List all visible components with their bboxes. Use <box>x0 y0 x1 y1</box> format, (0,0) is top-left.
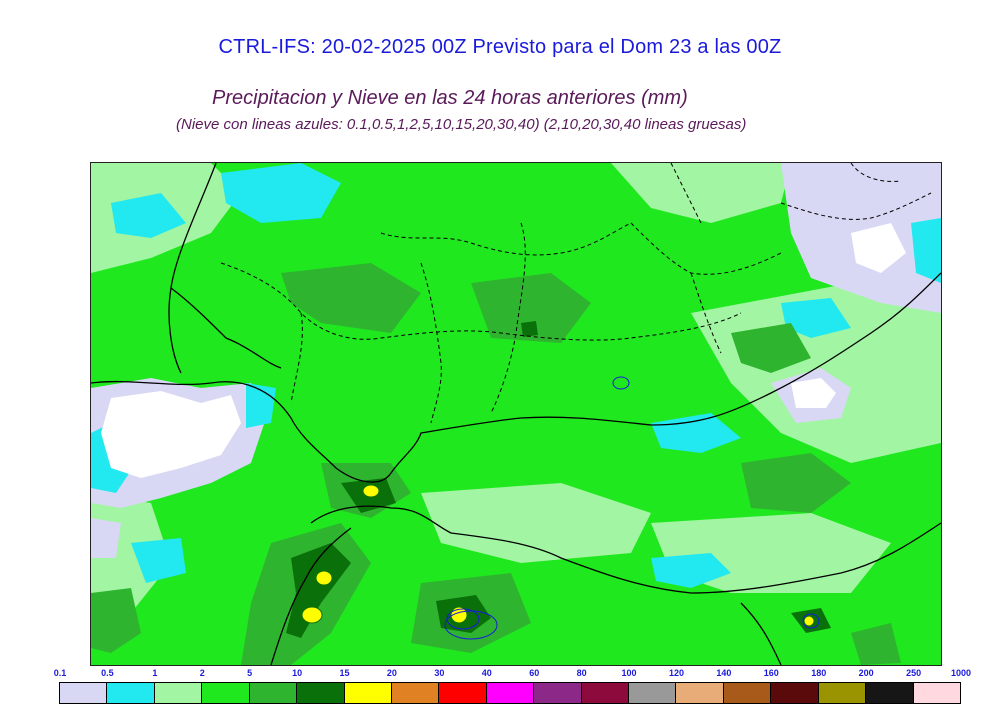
legend-swatch <box>343 682 392 704</box>
legend-swatch <box>153 682 203 704</box>
legend-tick-label: 180 <box>811 668 827 678</box>
very-heavy-areas <box>301 484 815 627</box>
legend-swatch <box>296 682 345 704</box>
legend-tick-label: 200 <box>858 668 874 678</box>
legend-swatch <box>628 682 677 704</box>
precipitation-map <box>90 162 942 666</box>
legend-tick-label: 120 <box>668 668 684 678</box>
legend-swatch <box>390 682 440 704</box>
legend-tick-label: 100 <box>621 668 637 678</box>
legend-tick-label: 250 <box>906 668 922 678</box>
legend-swatch <box>580 682 630 704</box>
legend-tick-label: 80 <box>576 668 587 678</box>
legend-tick-label: 160 <box>763 668 779 678</box>
legend-tick-labels: 0.1 0.5 1 2 5 10 15 20 30 40 60 80 100 120 140 160 180 20… <box>0 668 1000 682</box>
legend-swatch <box>201 682 250 704</box>
legend-tick-label: 40 <box>481 668 492 678</box>
legend-tick-label: 0.1 <box>53 668 67 678</box>
legend-tick-label: 5 <box>247 668 253 678</box>
precipitation-color-legend <box>59 682 962 704</box>
regional-borders <box>220 163 932 424</box>
legend-tick-label: 0.5 <box>101 668 114 678</box>
legend-swatch <box>106 682 155 704</box>
legend-swatch <box>912 682 962 704</box>
legend-swatch <box>722 682 772 704</box>
coastlines <box>91 163 941 665</box>
legend-tick-label: 10 <box>292 668 303 678</box>
legend-swatch <box>675 682 724 704</box>
legend-swatch <box>865 682 914 704</box>
map-subtitle: Precipitacion y Nieve en las 24 horas an… <box>212 87 688 109</box>
legend-swatch <box>59 682 108 704</box>
precipitation-field <box>91 163 941 665</box>
legend-tick-label: 60 <box>529 668 540 678</box>
legend-swatch <box>770 682 819 704</box>
legend-tick-label: 1 <box>152 668 158 678</box>
legend-tick-label: 20 <box>386 668 397 678</box>
legend-swatch <box>817 682 867 704</box>
snow-contours <box>444 376 820 640</box>
legend-swatch <box>533 682 582 704</box>
map-title: CTRL-IFS: 20-02-2025 00Z Previsto para e… <box>218 36 782 58</box>
dry-areas <box>101 223 906 478</box>
legend-tick-label: 15 <box>339 668 350 678</box>
snow-contour-note: (Nieve con lineas azules: 0.1,0.5,1,2,5,… <box>176 116 747 133</box>
legend-tick-label: 2 <box>199 668 205 678</box>
legend-swatch <box>248 682 298 704</box>
legend-tick-label: 30 <box>434 668 445 678</box>
legend-tick-label: 140 <box>716 668 732 678</box>
legend-tick-label: 1000 <box>950 668 972 678</box>
legend-swatch <box>438 682 487 704</box>
legend-swatch <box>485 682 535 704</box>
